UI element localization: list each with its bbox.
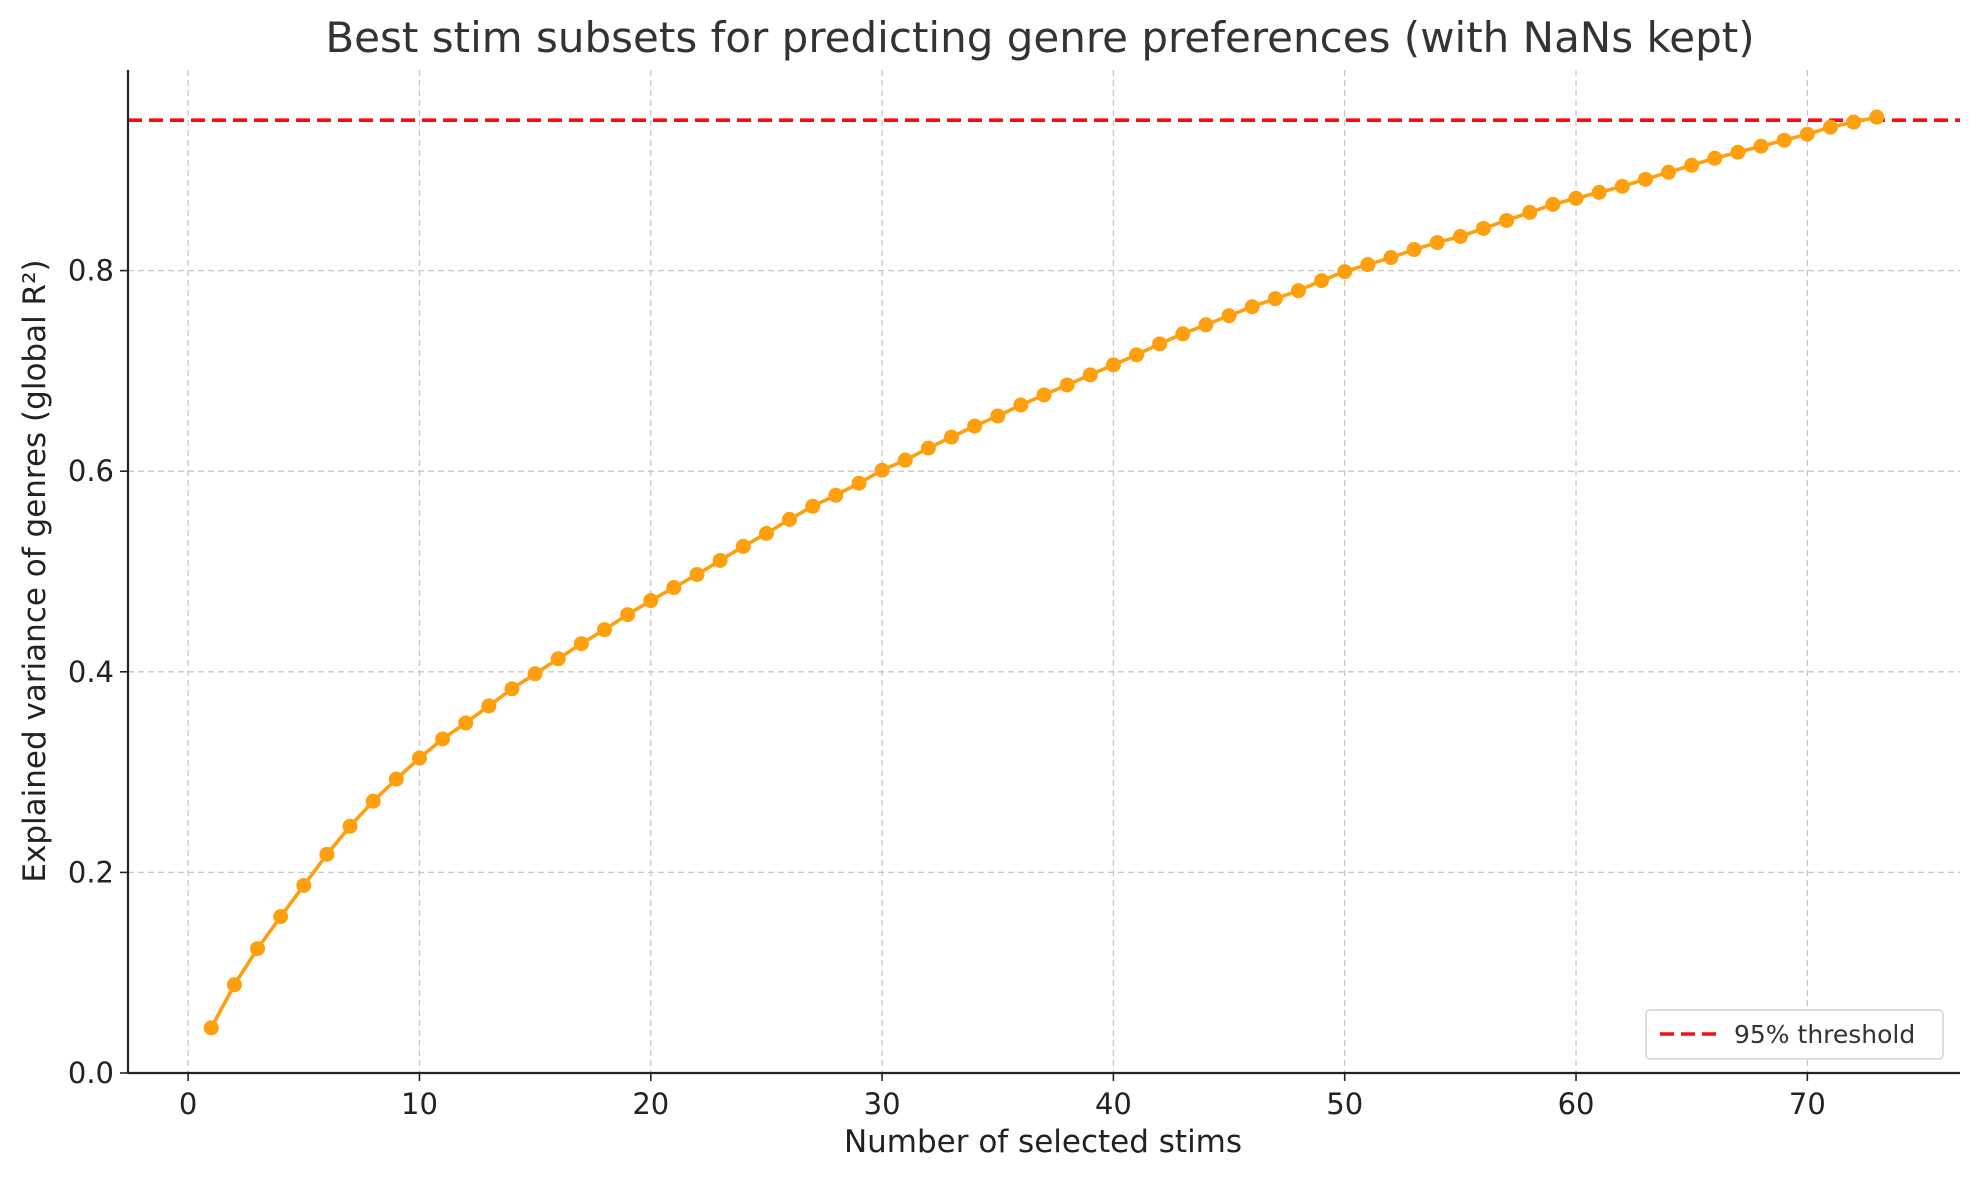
data-point — [342, 818, 358, 834]
data-point — [1614, 178, 1630, 194]
data-point — [1799, 126, 1815, 142]
x-tick-label: 20 — [632, 1087, 669, 1121]
data-point — [1637, 171, 1653, 187]
data-point — [805, 498, 821, 514]
data-point — [920, 440, 936, 456]
data-point — [1198, 317, 1214, 333]
data-point — [504, 681, 520, 697]
data-point — [435, 731, 451, 747]
data-point — [203, 1020, 219, 1036]
data-point — [874, 462, 890, 478]
x-tick-label: 40 — [1095, 1087, 1132, 1121]
y-tick-label: 0.0 — [68, 1056, 114, 1090]
y-axis-label: Explained variance of genres (global R²) — [17, 259, 53, 882]
x-tick-label: 10 — [401, 1087, 438, 1121]
data-point — [1522, 204, 1538, 220]
data-point — [782, 511, 798, 527]
data-point — [1314, 273, 1330, 289]
data-point — [1406, 242, 1422, 258]
data-point — [1175, 326, 1191, 342]
data-point — [1545, 196, 1561, 212]
data-point — [1036, 387, 1052, 403]
x-tick-label: 30 — [864, 1087, 901, 1121]
data-point — [1753, 138, 1769, 154]
data-point — [1337, 264, 1353, 280]
data-point — [388, 771, 404, 787]
data-point — [273, 909, 289, 925]
x-tick-label: 70 — [1789, 1087, 1826, 1121]
x-tick-label: 50 — [1326, 1087, 1363, 1121]
y-tick-label: 0.4 — [68, 655, 114, 689]
data-point — [1267, 291, 1283, 307]
data-point — [1661, 164, 1677, 180]
data-point — [597, 622, 613, 638]
data-point — [828, 487, 844, 503]
y-tick-label: 0.8 — [68, 254, 114, 288]
x-axis-label: Number of selected stims — [844, 1124, 1242, 1160]
data-point — [1822, 119, 1838, 135]
x-tick-label: 60 — [1558, 1087, 1595, 1121]
grid-lines — [128, 70, 1960, 1074]
data-point — [1082, 367, 1098, 383]
legend-label: 95% threshold — [1734, 1020, 1915, 1049]
data-point — [1129, 347, 1145, 363]
data-point — [1452, 228, 1468, 244]
data-point — [643, 593, 659, 609]
data-point — [550, 651, 566, 667]
data-point — [481, 698, 497, 714]
data-point — [1221, 308, 1237, 324]
data-point — [319, 846, 335, 862]
data-point — [1568, 190, 1584, 206]
data-point — [689, 567, 705, 583]
y-tick-label: 0.6 — [68, 454, 114, 488]
data-point — [1244, 299, 1260, 315]
data-point — [1383, 250, 1399, 266]
data-point — [458, 715, 474, 731]
legend: 95% threshold — [1645, 1009, 1944, 1060]
legend-box — [1645, 1009, 1944, 1060]
data-point — [1591, 184, 1607, 200]
x-ticks: 0 10 20 30 40 50 60 70 — [179, 1073, 1826, 1121]
data-point — [411, 750, 427, 766]
data-point — [897, 452, 913, 468]
data-point — [1869, 109, 1885, 125]
data-point — [365, 793, 381, 809]
data-point — [1152, 336, 1168, 352]
data-point — [990, 408, 1006, 424]
y-tick-label: 0.2 — [68, 855, 114, 889]
data-point — [967, 418, 983, 434]
data-point — [851, 475, 867, 491]
data-point — [1475, 220, 1491, 236]
data-point — [1846, 114, 1862, 130]
data-point — [735, 538, 751, 554]
data-point — [1776, 132, 1792, 148]
y-ticks: 0.0 0.2 0.4 0.6 0.8 — [68, 254, 128, 1090]
data-point — [1360, 257, 1376, 273]
data-point — [250, 941, 266, 957]
data-point — [712, 552, 728, 568]
series-line — [209, 115, 1878, 1029]
data-point — [1707, 150, 1723, 166]
data-point — [1013, 397, 1029, 413]
data-point — [226, 977, 242, 993]
data-point — [1684, 157, 1700, 173]
data-point — [758, 525, 774, 541]
data-point — [620, 607, 636, 623]
data-point — [573, 636, 589, 652]
data-point — [527, 666, 543, 682]
data-point — [1429, 235, 1445, 251]
x-tick-label: 0 — [179, 1087, 197, 1121]
data-point — [943, 429, 959, 445]
data-point — [1105, 357, 1121, 373]
series-layer — [203, 109, 1885, 1036]
data-point — [1290, 283, 1306, 299]
data-point — [1730, 144, 1746, 160]
chart-title: Best stim subsets for predicting genre p… — [325, 13, 1754, 62]
data-point — [1059, 377, 1075, 393]
data-point — [296, 877, 312, 893]
data-point — [1499, 212, 1515, 228]
data-point — [666, 580, 682, 596]
